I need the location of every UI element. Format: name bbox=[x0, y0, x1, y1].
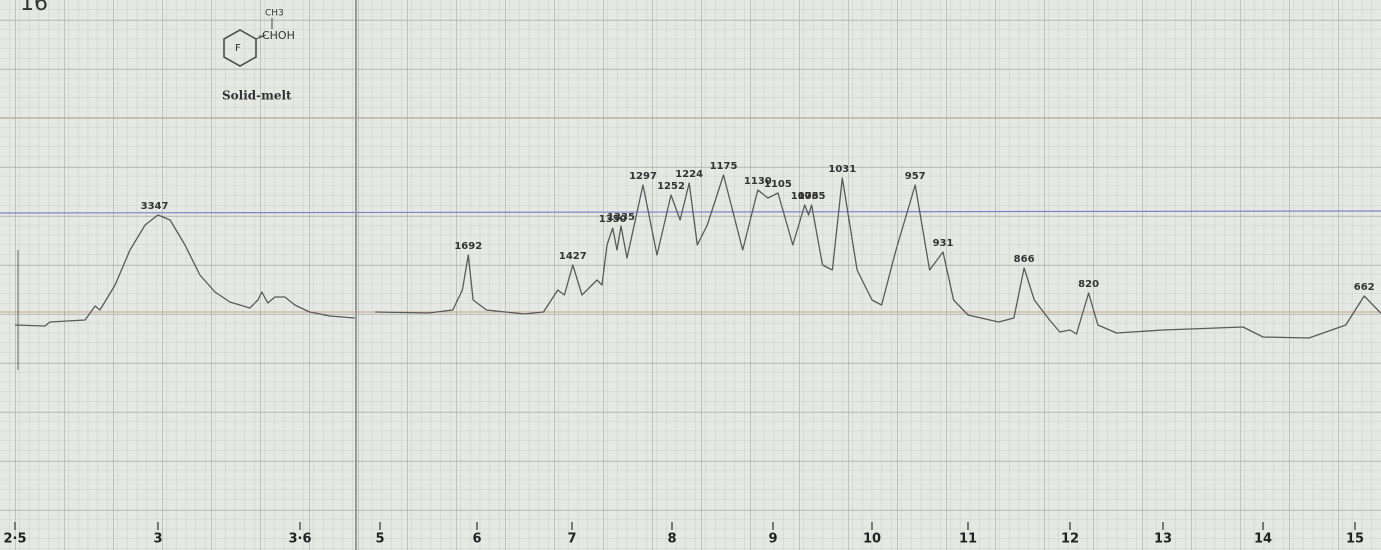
x-tick-label: 15 bbox=[1346, 532, 1364, 547]
x-tick-label: 5 bbox=[375, 532, 384, 547]
x-tick-label: 12 bbox=[1061, 532, 1079, 547]
x-tick-label: 3·6 bbox=[288, 532, 311, 547]
peak-label: 820 bbox=[1078, 279, 1099, 290]
structure-label: F bbox=[235, 43, 241, 54]
x-tick-label: 13 bbox=[1154, 532, 1172, 547]
peak-label: 1252 bbox=[657, 181, 685, 192]
peak-label: 931 bbox=[933, 238, 954, 249]
peak-label: 1427 bbox=[559, 251, 587, 262]
peak-label: 866 bbox=[1014, 254, 1035, 265]
x-tick-label: 2·5 bbox=[3, 532, 26, 547]
x-tick-label: 8 bbox=[667, 532, 676, 547]
peak-label: 1073 bbox=[791, 191, 819, 202]
x-tick-label: 3 bbox=[153, 532, 162, 547]
peak-label: 1224 bbox=[675, 169, 703, 180]
spectrum-trace bbox=[375, 174, 1381, 339]
x-tick-label: 6 bbox=[472, 532, 481, 547]
peak-label: 1335 bbox=[607, 212, 635, 223]
x-tick-label: 10 bbox=[863, 532, 881, 547]
peak-label: 1350 bbox=[599, 214, 627, 225]
figure-number: 16 bbox=[20, 0, 48, 16]
peak-label: 1031 bbox=[828, 164, 856, 175]
peak-label: 1692 bbox=[454, 241, 482, 252]
peak-label: 3347 bbox=[141, 201, 169, 212]
peak-label: 1065 bbox=[798, 191, 826, 202]
sample-note: Solid-melt bbox=[222, 89, 292, 103]
spectrum-trace bbox=[14, 214, 355, 327]
peak-label: 1105 bbox=[764, 179, 792, 190]
peak-label: 1175 bbox=[710, 161, 738, 172]
structure-label: CH3 bbox=[265, 9, 284, 19]
x-tick-label: 7 bbox=[567, 532, 576, 547]
structure-label: -CHOH bbox=[258, 29, 295, 42]
peak-label: 1297 bbox=[629, 171, 657, 182]
x-tick-label: 14 bbox=[1254, 532, 1272, 547]
bond bbox=[255, 34, 267, 40]
peak-label: 1130 bbox=[744, 176, 772, 187]
peak-label: 957 bbox=[905, 171, 926, 182]
x-tick-label: 9 bbox=[768, 532, 777, 547]
peak-label: 662 bbox=[1354, 282, 1375, 293]
x-tick-label: 11 bbox=[959, 532, 977, 547]
reference-line bbox=[0, 210, 1381, 214]
